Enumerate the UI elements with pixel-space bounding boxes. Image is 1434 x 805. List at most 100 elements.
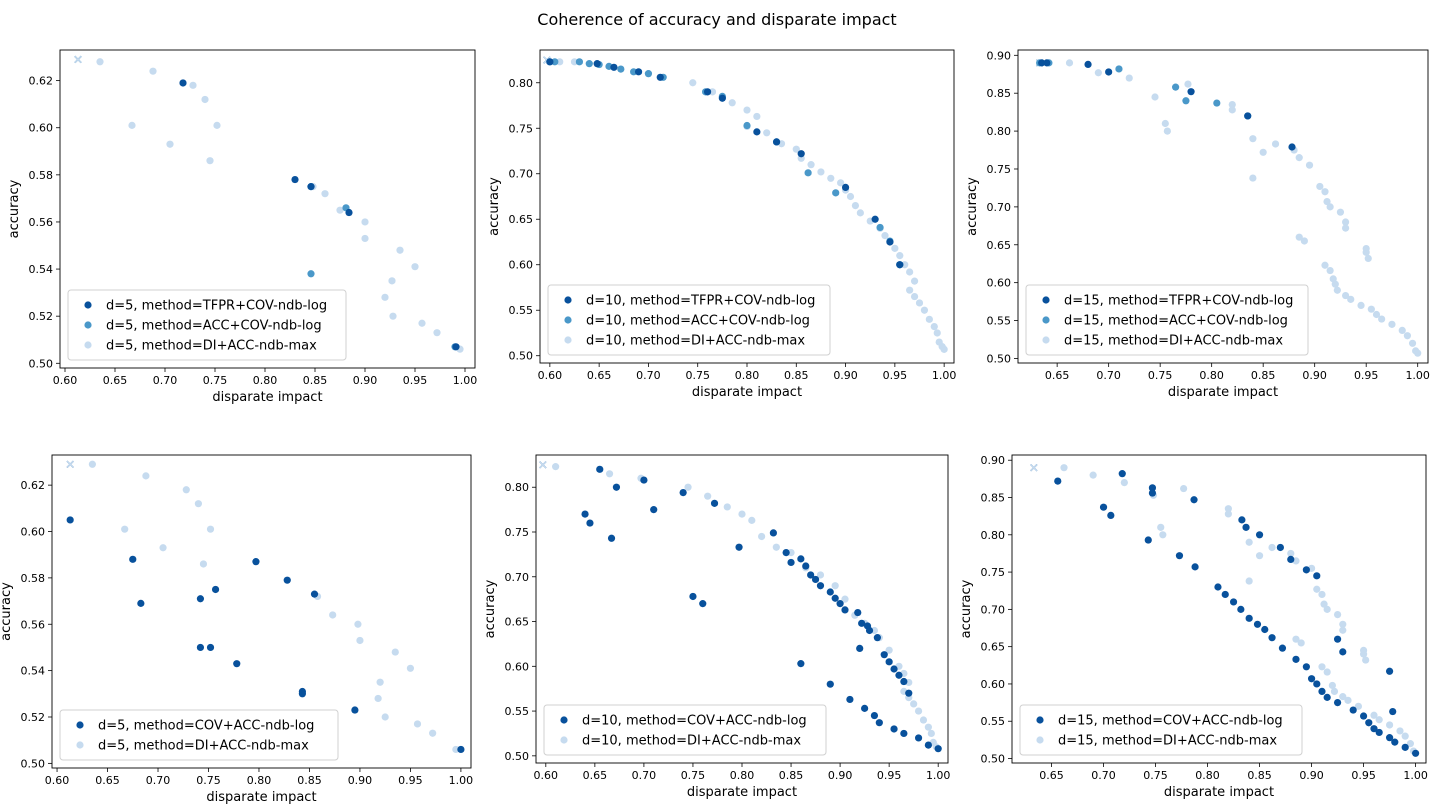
data-point	[142, 472, 150, 480]
data-point	[1333, 698, 1342, 707]
legend-marker	[76, 721, 84, 729]
y-tick-label: 0.65	[509, 213, 534, 226]
data-point	[718, 94, 726, 102]
legend: d=5, method=TFPR+COV-ndb-log d=5, method=…	[67, 289, 347, 361]
data-point	[1148, 489, 1157, 497]
data-point	[1344, 696, 1352, 704]
data-point	[1060, 464, 1068, 472]
data-point	[607, 534, 616, 542]
data-point	[1349, 706, 1357, 714]
data-point	[703, 88, 712, 96]
data-point	[1224, 510, 1232, 518]
x-tick-label: 1.00	[932, 369, 957, 382]
data-point	[895, 671, 903, 679]
data-point	[807, 571, 815, 579]
x-tick-label: 0.95	[1351, 769, 1376, 782]
legend-marker	[564, 296, 572, 304]
data-point	[1094, 69, 1102, 77]
data-point	[457, 745, 465, 754]
data-point	[689, 79, 697, 87]
data-point	[644, 70, 653, 78]
y-tick-label: 0.50	[981, 753, 1006, 766]
legend-label: d=5, method=COV+ACC-ndb-log	[98, 719, 314, 734]
data-point	[841, 606, 849, 614]
data-point	[836, 600, 844, 608]
y-tick-label: 0.55	[987, 315, 1012, 328]
baseline-marker	[74, 55, 82, 64]
data-point	[581, 510, 589, 518]
data-point	[298, 690, 306, 698]
data-point	[189, 81, 197, 89]
data-point	[910, 277, 919, 285]
data-point	[934, 745, 942, 753]
y-tick-label: 0.56	[29, 216, 54, 229]
plot-frame	[51, 454, 472, 769]
legend-label: d=10, method=ACC+COV-ndb-log	[586, 314, 810, 329]
data-point	[1297, 639, 1305, 647]
data-point	[782, 548, 790, 557]
data-point	[1305, 161, 1314, 169]
data-point	[924, 723, 932, 731]
data-point	[381, 713, 389, 721]
data-point	[546, 58, 554, 66]
x-tick-label: 0.80	[253, 374, 278, 387]
data-point	[201, 95, 209, 104]
data-point	[159, 544, 167, 552]
data-point	[354, 620, 362, 628]
data-point	[906, 286, 914, 294]
data-point	[880, 651, 888, 659]
data-point	[1326, 203, 1334, 211]
data-point	[1242, 523, 1250, 531]
x-tick-label: 0.70	[1096, 369, 1121, 382]
x-tick-label: 0.70	[153, 374, 178, 387]
data-point	[748, 516, 756, 524]
x-tick-label: 0.70	[636, 369, 661, 382]
data-point	[617, 65, 625, 73]
legend-box	[59, 709, 339, 761]
x-axis-label: disparate impact	[692, 385, 802, 400]
data-point	[910, 292, 919, 301]
data-point	[233, 660, 241, 668]
data-point	[1065, 59, 1074, 67]
data-point	[753, 112, 761, 121]
x-tick-label: 0.65	[103, 374, 128, 387]
data-point	[1144, 536, 1152, 544]
data-point	[361, 218, 369, 226]
x-tick-label: 0.95	[883, 369, 908, 382]
y-tick-label: 0.55	[981, 715, 1006, 728]
x-tick-label: 0.65	[1039, 769, 1064, 782]
y-axis-label: accuracy	[0, 582, 14, 641]
data-point	[356, 636, 364, 645]
data-point	[1341, 218, 1350, 226]
legend-marker	[1042, 296, 1050, 304]
x-axis-label: disparate impact	[212, 390, 322, 405]
data-point	[391, 648, 399, 656]
data-point	[196, 643, 205, 652]
data-point	[1228, 100, 1236, 109]
data-point	[128, 121, 136, 129]
x-tick-label: 1.00	[1403, 769, 1428, 782]
data-point	[930, 323, 938, 331]
data-point	[816, 582, 825, 590]
data-point	[213, 121, 221, 129]
x-tick-label: 0.60	[53, 374, 78, 387]
x-axis-label: disparate impact	[687, 785, 797, 800]
legend-marker	[1042, 336, 1050, 344]
data-point	[846, 695, 854, 704]
y-tick-label: 0.55	[505, 705, 530, 718]
data-point	[807, 161, 815, 169]
x-tick-label: 0.65	[95, 774, 120, 787]
x-tick-label: 1.00	[926, 769, 951, 782]
data-point	[1323, 693, 1331, 701]
data-point	[593, 60, 601, 68]
data-point	[149, 67, 157, 75]
y-tick-label: 0.80	[509, 77, 534, 90]
y-tick-label: 0.75	[509, 122, 534, 135]
chart-panel: 0.60 0.65 0.70 0.75 0.80 0.85 0.90 0.95 1.00 0.50…	[0, 454, 473, 805]
data-point	[1323, 605, 1331, 613]
x-tick-label: 0.75	[196, 774, 221, 787]
y-tick-label: 0.56	[21, 618, 46, 631]
x-tick-label: 0.90	[833, 369, 858, 382]
data-point	[832, 189, 840, 197]
data-point	[1401, 743, 1409, 751]
